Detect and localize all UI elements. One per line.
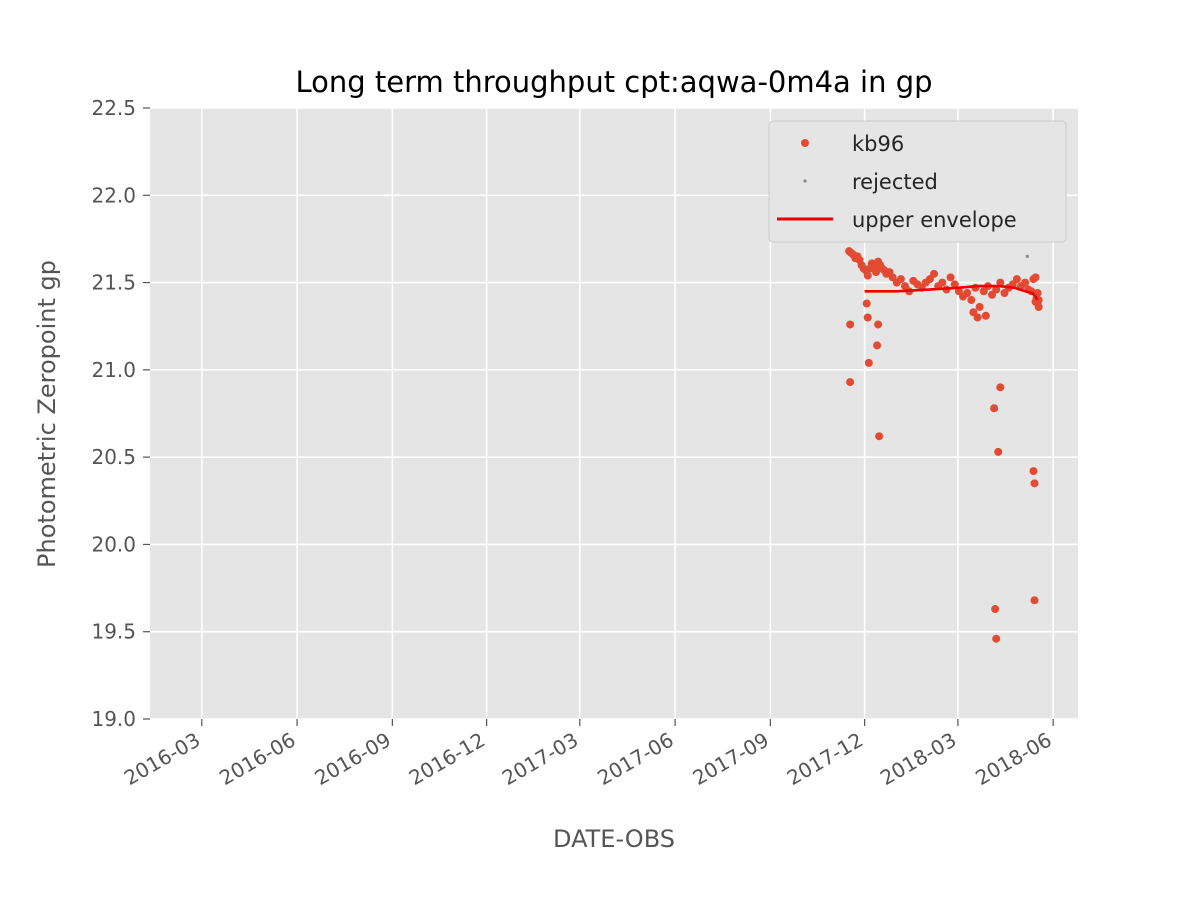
kb96-point	[992, 634, 1001, 643]
kb96-point	[975, 303, 984, 312]
kb96-point	[872, 268, 881, 277]
kb96-point	[1030, 596, 1039, 605]
kb96-point	[1012, 275, 1021, 284]
legend-box	[768, 120, 1067, 243]
kb96-point	[864, 358, 873, 367]
axis-ticks	[143, 107, 1054, 726]
kb96-point	[963, 289, 972, 298]
rejected-point	[1025, 254, 1029, 258]
kb96-point	[967, 296, 976, 305]
kb96-point	[991, 605, 1000, 614]
kb96-point	[1021, 278, 1030, 287]
chart-title: Long term throughput cpt:aqwa-0m4a in gp	[295, 65, 932, 99]
x-tick-label: 2017-09	[689, 728, 773, 791]
legend-envelope-label: upper envelope	[852, 208, 1017, 232]
legend-rejected-marker	[803, 179, 807, 183]
x-tick-label: 2018-03	[876, 728, 960, 791]
y-tick-label: 21.0	[91, 358, 136, 382]
y-tick-label: 20.0	[91, 532, 136, 556]
x-axis-label: DATE-OBS	[553, 825, 675, 853]
data-marks	[845, 247, 1043, 643]
kb96-point	[873, 341, 882, 350]
y-axis-label: Photometric Zeropoint gp	[33, 260, 61, 568]
kb96-point	[863, 313, 872, 322]
y-tick-label: 22.5	[91, 96, 136, 120]
kb96-point	[992, 285, 1001, 294]
x-tick-label: 2016-12	[405, 728, 489, 791]
kb96-point	[938, 278, 947, 287]
upper-envelope-line	[864, 284, 1039, 301]
kb96-point	[1029, 467, 1038, 476]
kb96-point	[994, 447, 1003, 456]
kb96-point	[946, 273, 955, 282]
kb96-point	[874, 320, 883, 329]
kb96-point	[1030, 479, 1039, 488]
kb96-point	[996, 383, 1005, 392]
x-tick-label: 2016-06	[215, 728, 299, 791]
kb96-point	[996, 278, 1005, 287]
x-tick-label: 2017-03	[498, 728, 582, 791]
kb96-point	[950, 280, 959, 289]
kb96-point	[930, 269, 939, 278]
kb96-point	[990, 404, 999, 413]
legend-kb96-marker	[801, 139, 809, 147]
x-tick-label: 2016-09	[310, 728, 394, 791]
kb96-point	[981, 311, 990, 320]
x-tick-label: 2016-03	[120, 728, 204, 791]
y-tick-label: 20.5	[91, 445, 136, 469]
legend: kb96 rejected upper envelope	[768, 120, 1067, 243]
legend-rejected-label: rejected	[852, 170, 938, 194]
kb96-point	[863, 271, 872, 280]
y-tick-label: 19.5	[91, 620, 136, 644]
kb96-point	[973, 313, 982, 322]
y-tick-label: 19.0	[91, 707, 136, 731]
x-tick-label: 2017-06	[593, 728, 677, 791]
y-tick-label: 21.5	[91, 271, 136, 295]
x-tick-label: 2018-06	[971, 728, 1055, 791]
kb96-point	[896, 275, 905, 284]
kb96-point	[875, 432, 884, 441]
legend-kb96-label: kb96	[852, 132, 904, 156]
kb96-point	[862, 299, 871, 308]
gridlines	[150, 107, 1078, 720]
kb96-point	[1031, 273, 1040, 282]
kb96-point	[846, 320, 855, 329]
kb96-point	[846, 378, 855, 387]
y-tick-label: 22.0	[91, 183, 136, 207]
x-tick-label: 2017-12	[783, 728, 867, 791]
